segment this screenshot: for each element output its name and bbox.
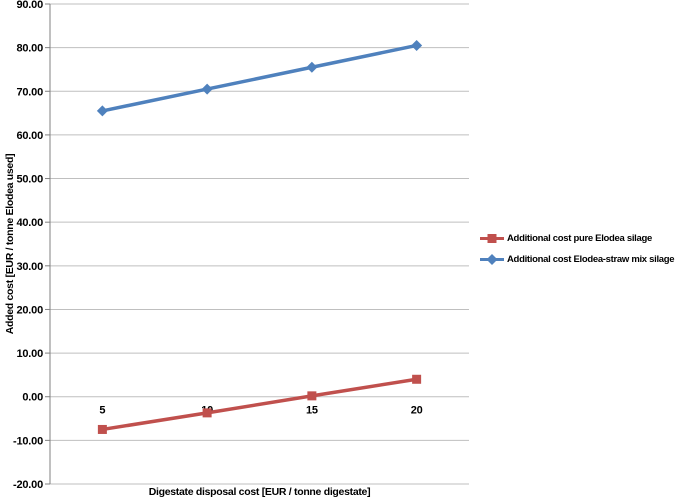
data-marker-diamond bbox=[306, 61, 318, 73]
y-tick-label: 60.00 bbox=[16, 130, 43, 142]
legend-item-elodea-straw-mix-silage: Additional cost Elodea-straw mix silage bbox=[479, 253, 675, 266]
y-tick-label: 50.00 bbox=[16, 174, 43, 186]
data-marker-square bbox=[97, 424, 107, 434]
legend-label-elodea-straw-mix-silage: Additional cost Elodea-straw mix silage bbox=[507, 254, 675, 265]
y-tick-label: 10.00 bbox=[16, 348, 43, 360]
y-tick-label: -10.00 bbox=[13, 435, 43, 447]
legend-square-marker-icon bbox=[480, 234, 504, 243]
x-tick-label: 15 bbox=[306, 405, 318, 417]
y-tick-label: 30.00 bbox=[16, 261, 43, 273]
y-tick-label: 0.00 bbox=[22, 392, 43, 404]
data-marker-diamond bbox=[411, 39, 423, 51]
series-line-pure-elodea bbox=[100, 377, 419, 432]
y-tick-label: 20.00 bbox=[16, 304, 43, 316]
y-tick-label: 70.00 bbox=[16, 86, 43, 98]
legend-diamond-marker-icon bbox=[480, 254, 504, 265]
legend: Additional cost pure Elodea silage Addit… bbox=[479, 232, 675, 274]
data-marker-diamond bbox=[201, 83, 213, 95]
legend-label-pure-elodea-silage: Additional cost pure Elodea silage bbox=[507, 233, 652, 244]
data-marker-square bbox=[202, 408, 212, 418]
data-marker-square bbox=[412, 374, 422, 384]
y-tick-label: 80.00 bbox=[16, 43, 43, 55]
y-axis-title: Added cost [EUR / tonne Elodea used] bbox=[4, 153, 16, 335]
series-line-elodea-straw-mix bbox=[100, 43, 419, 113]
x-tick-label: 20 bbox=[411, 405, 423, 417]
y-tick-label: -20.00 bbox=[13, 479, 43, 491]
x-axis-title: Digestate disposal cost [EUR / tonne dig… bbox=[148, 486, 371, 498]
data-marker-square bbox=[307, 391, 317, 401]
y-tick-label: 90.00 bbox=[16, 0, 43, 11]
legend-item-pure-elodea-silage: Additional cost pure Elodea silage bbox=[479, 232, 674, 245]
data-marker-diamond bbox=[96, 105, 108, 117]
x-tick-label: 5 bbox=[99, 405, 105, 417]
y-tick-label: 40.00 bbox=[16, 217, 43, 229]
